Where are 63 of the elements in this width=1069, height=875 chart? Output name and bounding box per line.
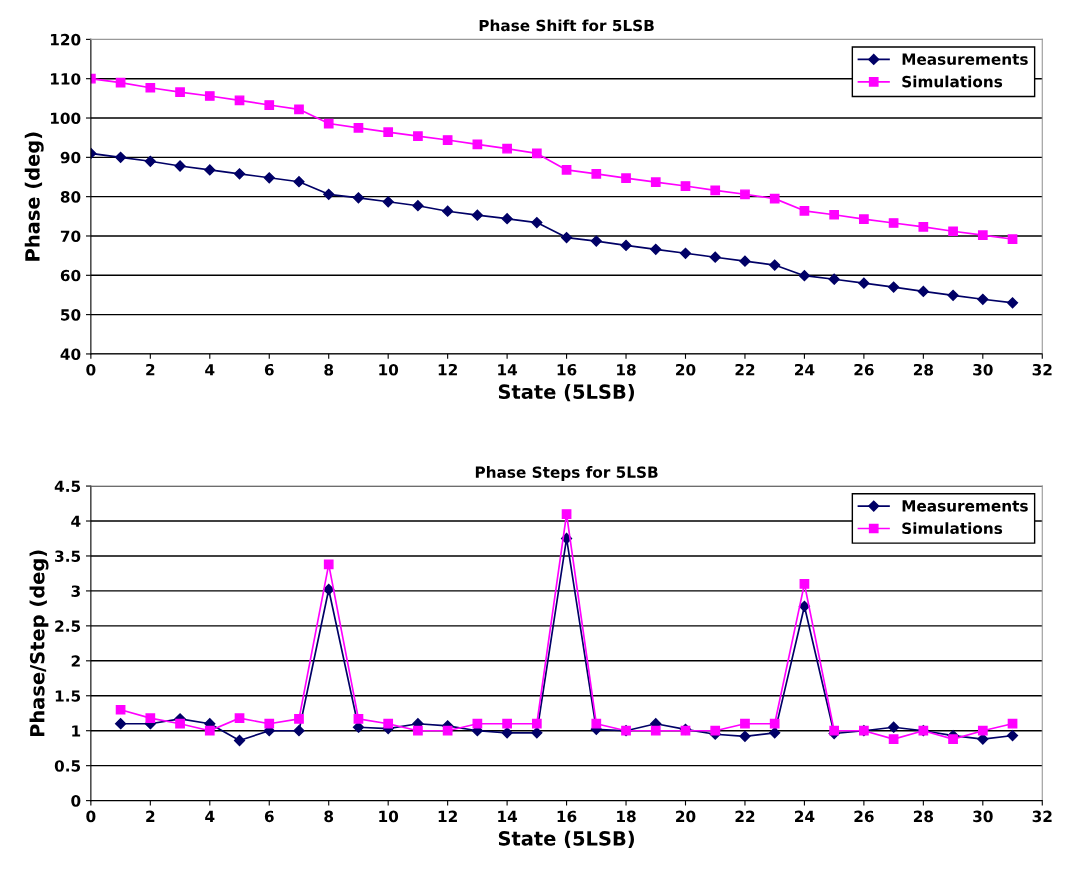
x-tick-label: 24 xyxy=(795,363,815,376)
x-tick-label: 28 xyxy=(913,810,934,823)
x-axis-title: State (5LSB) xyxy=(498,384,634,402)
x-tick-label: 14 xyxy=(498,810,518,822)
x-tick-label: 30 xyxy=(973,363,993,376)
x-tick-label: 12 xyxy=(438,810,457,822)
y-tick-label: 50 xyxy=(61,309,81,321)
y-tick-label: 60 xyxy=(60,269,81,282)
y-tick-label: 0.5 xyxy=(54,760,81,772)
y-tick-label: 80 xyxy=(60,191,81,203)
x-tick-label: 8 xyxy=(324,810,334,823)
y-tick-label: 2.5 xyxy=(55,620,81,632)
x-tick-label: 14 xyxy=(498,364,518,376)
legend-label: Measurements xyxy=(902,53,1028,65)
y-tick-label: 4.5 xyxy=(54,480,81,493)
y-tick-label: 2 xyxy=(71,655,80,667)
x-tick-label: 10 xyxy=(379,363,399,376)
x-tick-label: 6 xyxy=(264,363,274,376)
x-tick-label: 26 xyxy=(854,810,874,823)
legend-label: Simulations xyxy=(902,522,1003,535)
chart-title: Phase Shift for 5LSB xyxy=(479,19,654,32)
x-tick-label: 20 xyxy=(676,810,696,823)
y-tick-label: 3 xyxy=(71,585,80,597)
x-tick-label: 22 xyxy=(735,363,755,376)
y-tick-label: 1.5 xyxy=(55,690,81,702)
x-tick-label: 30 xyxy=(973,810,993,823)
x-tick-label: 4 xyxy=(205,810,215,822)
x-tick-label: 2 xyxy=(146,363,155,376)
x-tick-label: 12 xyxy=(438,363,457,376)
y-tick-label: 0 xyxy=(71,795,81,807)
x-axis-title: State (5LSB) xyxy=(498,830,634,849)
legend-label: Simulations xyxy=(902,75,1003,88)
x-tick-label: 16 xyxy=(557,363,577,376)
x-tick-label: 18 xyxy=(617,810,636,823)
x-tick-label: 18 xyxy=(617,363,636,376)
y-tick-label: 3.5 xyxy=(55,550,81,562)
y-tick-label: 40 xyxy=(60,348,81,360)
y-axis-title: Phase/Step (deg) xyxy=(29,550,49,737)
x-tick-label: 2 xyxy=(146,810,155,822)
x-tick-label: 22 xyxy=(735,810,755,822)
legend-label: Measurements xyxy=(902,500,1028,512)
chart-title: Phase Steps for 5LSB xyxy=(475,466,658,481)
x-tick-label: 16 xyxy=(557,810,577,823)
x-tick-label: 0 xyxy=(86,363,96,376)
y-axis-title: Phase (deg) xyxy=(24,132,44,261)
x-tick-label: 24 xyxy=(795,810,815,822)
x-tick-label: 4 xyxy=(205,364,215,376)
y-tick-label: 90 xyxy=(60,151,81,164)
x-tick-label: 20 xyxy=(676,363,696,376)
x-tick-label: 10 xyxy=(379,810,399,823)
x-tick-label: 32 xyxy=(1032,810,1052,823)
x-tick-label: 8 xyxy=(324,363,334,376)
y-tick-label: 70 xyxy=(60,230,81,242)
y-tick-label: 110 xyxy=(50,73,81,85)
x-tick-label: 28 xyxy=(913,363,934,376)
y-tick-label: 1 xyxy=(72,725,81,737)
y-tick-label: 120 xyxy=(50,33,81,46)
x-tick-label: 26 xyxy=(854,363,874,376)
y-tick-label: 100 xyxy=(50,112,81,125)
x-tick-label: 6 xyxy=(264,810,274,823)
x-tick-label: 32 xyxy=(1032,363,1052,376)
x-tick-label: 0 xyxy=(86,810,96,823)
y-tick-label: 4 xyxy=(71,515,81,527)
